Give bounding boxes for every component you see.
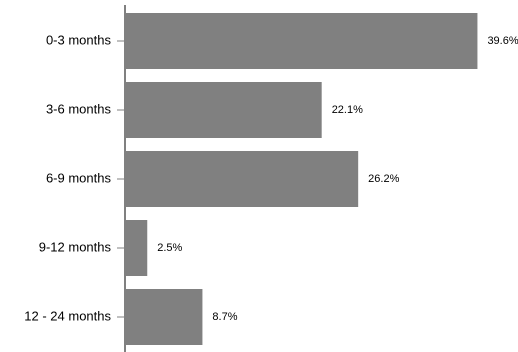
tick-group <box>117 40 125 318</box>
bar-1 <box>125 82 322 138</box>
bars-group <box>125 13 478 345</box>
bar-0 <box>125 13 478 69</box>
bar-3 <box>125 220 148 276</box>
label-group: 0-3 months 39.6% 3-6 months 22.1% 6-9 months… <box>24 32 518 323</box>
value-label-1: 22.1% <box>332 104 363 116</box>
value-label-4: 8.7% <box>212 311 237 323</box>
value-label-0: 39.6% <box>487 35 518 47</box>
bar-4 <box>125 289 203 345</box>
category-label-4: 12 - 24 months <box>24 308 111 323</box>
value-label-3: 2.5% <box>157 242 182 254</box>
value-label-2: 26.2% <box>368 173 399 185</box>
category-label-1: 3-6 months <box>46 101 112 116</box>
category-label-2: 6-9 months <box>46 170 112 185</box>
category-label-0: 0-3 months <box>46 32 112 47</box>
bar-2 <box>125 151 359 207</box>
category-label-3: 9-12 months <box>39 239 112 254</box>
